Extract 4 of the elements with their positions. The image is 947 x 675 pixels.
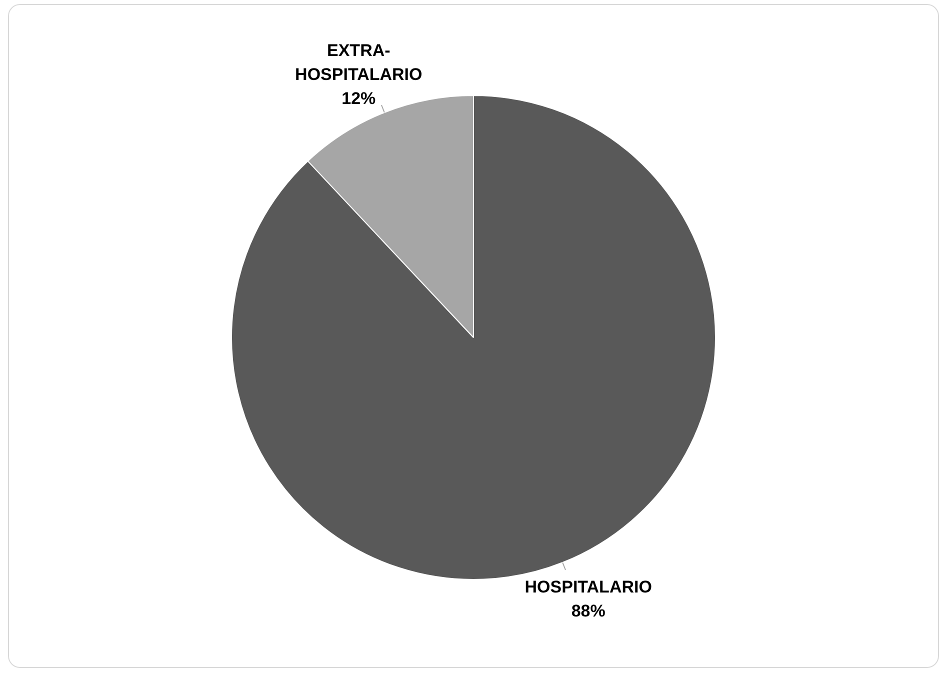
slice-label: HOSPITALARIO	[524, 577, 652, 596]
data-label: 88%	[571, 601, 606, 620]
slice-label: EXTRA-HOSPITALARIO	[295, 40, 422, 84]
data-label: 12%	[342, 88, 376, 108]
